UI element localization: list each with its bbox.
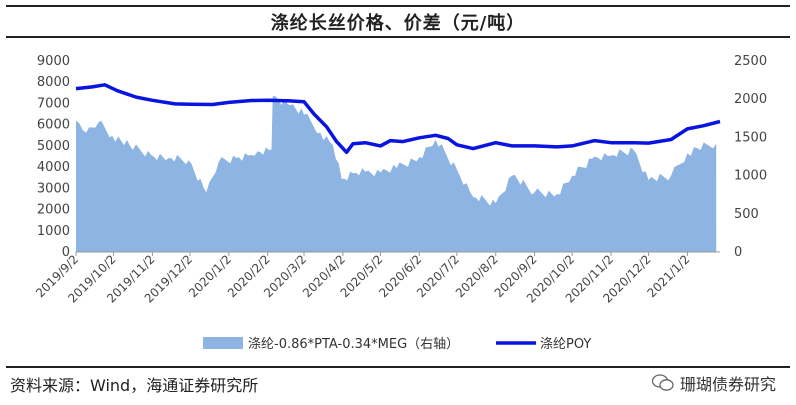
left-tick-label: 9000: [37, 54, 70, 69]
title-bar: 涤纶长丝价格、价差（元/吨）: [6, 5, 790, 38]
legend-poy-label: 涤纶POY: [540, 337, 591, 352]
left-tick-label: 0: [62, 245, 70, 260]
right-tick-label: 1000: [734, 169, 767, 184]
left-tick-label: 5000: [37, 139, 70, 154]
right-axis-ticks: 0 500 1000 1500 2000 2500: [734, 54, 767, 260]
legend: 涤纶-0.86*PTA-0.34*MEG（右轴） 涤纶POY: [203, 337, 591, 352]
right-tick-label: 500: [734, 207, 759, 222]
left-tick-label: 1000: [37, 224, 70, 239]
left-tick-label: 6000: [37, 118, 70, 133]
right-tick-label: 2000: [734, 92, 767, 107]
right-tick-label: 2500: [734, 54, 767, 69]
chart: 0 1000 2000 3000 4000 5000 6000 7000 8000 9000 0 5…: [33, 54, 767, 352]
plot-area: [75, 83, 721, 253]
left-tick-label: 2000: [37, 203, 70, 218]
left-axis-ticks: 0 1000 2000 3000 4000 5000 6000 7000 8000 9000: [37, 54, 70, 260]
left-tick-label: 8000: [37, 75, 70, 90]
right-tick-label: 0: [734, 245, 742, 260]
right-tick-label: 1500: [734, 130, 767, 145]
source-bar: 资料来源：Wind，海通证券研究所: [6, 366, 790, 400]
x-tick-label: 2021/1/2: [645, 252, 693, 300]
left-tick-label: 3000: [37, 181, 70, 196]
watermark-text: 珊瑚债券研究: [679, 375, 776, 394]
legend-spread-label: 涤纶-0.86*PTA-0.34*MEG（右轴）: [248, 337, 459, 352]
watermark: 珊瑚债券研究: [651, 369, 776, 397]
poy-line: [75, 83, 721, 155]
wechat-icon: [651, 374, 674, 392]
spread-area: [76, 96, 717, 252]
page-title: 涤纶长丝价格、价差（元/吨）: [270, 12, 526, 34]
legend-spread-swatch: [203, 337, 243, 349]
left-tick-label: 7000: [37, 96, 70, 111]
x-axis-ticks: 2019/9/22019/10/22019/11/22019/12/22020/…: [33, 252, 693, 306]
left-tick-label: 4000: [37, 160, 70, 175]
source-note: 资料来源：Wind，海通证券研究所: [10, 376, 259, 395]
